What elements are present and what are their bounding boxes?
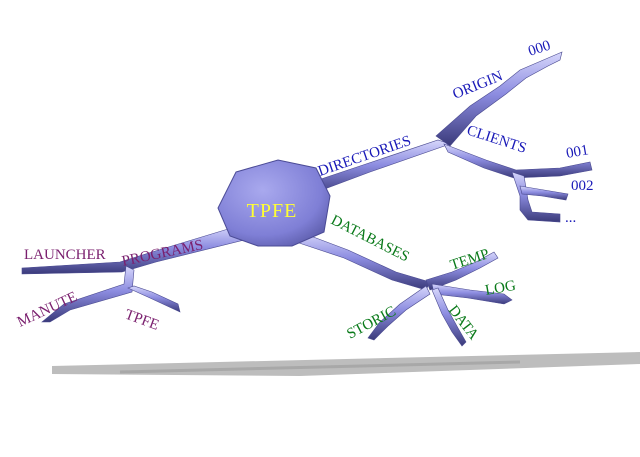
branch-origin: [435, 51, 563, 147]
center-label: TPFE: [247, 200, 298, 222]
branch-clients: [443, 143, 593, 179]
ground-shadow: [52, 352, 640, 376]
center-hub: [217, 159, 331, 247]
label-clients: CLIENTS: [465, 123, 529, 157]
label-ellipsis: ...: [565, 210, 576, 226]
label-databases: DATABASES: [328, 212, 411, 265]
branch-data: [431, 287, 467, 347]
label-tpfe-sub: TPFE: [123, 307, 161, 334]
label-002: 002: [571, 178, 594, 194]
branch-tpfe-sub: [127, 285, 181, 313]
label-001: 001: [565, 142, 590, 162]
label-log: LOG: [484, 278, 517, 299]
branch-programs: [21, 225, 245, 275]
label-programs: PROGRAMS: [121, 237, 205, 270]
label-launcher: LAUNCHER: [24, 247, 106, 263]
branch-002: [519, 185, 569, 201]
branch-storic: [367, 285, 431, 341]
label-000: 000: [526, 38, 552, 60]
branch-manute: [41, 265, 135, 323]
branches: [21, 51, 593, 347]
